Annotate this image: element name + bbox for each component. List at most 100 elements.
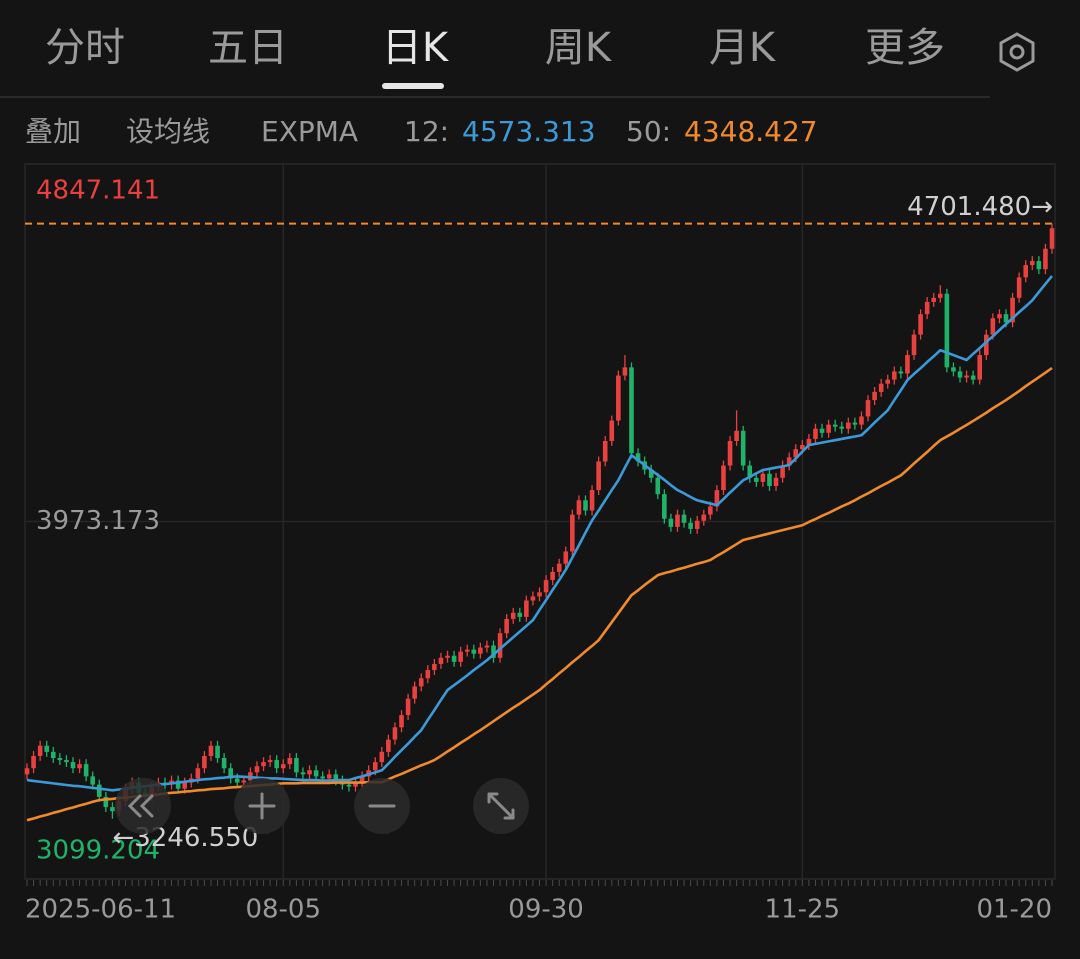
settings-icon[interactable] xyxy=(999,32,1035,72)
candle-body xyxy=(813,428,818,439)
x-tick-label: 01-20 xyxy=(976,895,1052,925)
candle-body xyxy=(228,768,233,779)
candle-body xyxy=(64,760,69,763)
tab[interactable]: 分时 xyxy=(45,25,125,71)
candle-body xyxy=(622,367,628,376)
candle-body xyxy=(708,506,713,515)
candle-body xyxy=(668,518,674,527)
candle-body xyxy=(57,758,63,761)
candle-body xyxy=(662,494,667,519)
candle-body xyxy=(714,490,720,507)
candle-body xyxy=(31,755,36,769)
candle-body xyxy=(491,645,496,658)
candle-body xyxy=(300,772,306,775)
candle-body xyxy=(839,426,845,429)
candle-body xyxy=(50,751,56,759)
candle-body xyxy=(195,768,201,779)
candle-body xyxy=(497,633,503,658)
y-tick-label: 3099.204 xyxy=(36,836,160,866)
toolbar-item: EXPMA xyxy=(261,115,358,148)
candle-body xyxy=(484,645,490,648)
ema-line xyxy=(26,366,1053,822)
candle-body xyxy=(800,445,805,450)
candle-body xyxy=(530,596,536,601)
candle-body xyxy=(583,500,588,511)
candle-body xyxy=(931,297,937,302)
candle-body xyxy=(24,768,30,775)
candle-body xyxy=(951,367,956,372)
candle-body xyxy=(635,453,641,462)
candle-body xyxy=(346,784,352,787)
toolbar: 叠加 设均线 EXPMA 12: 4573.313 50: 4348.427 xyxy=(25,115,818,148)
zoom-in-button[interactable] xyxy=(234,778,290,834)
tab[interactable]: 更多 xyxy=(865,25,945,71)
tab[interactable]: 日K xyxy=(382,25,450,71)
candle-body xyxy=(405,698,411,716)
candle-body xyxy=(464,649,470,652)
candle-body xyxy=(90,776,96,785)
candle-body xyxy=(471,649,477,654)
candle-body xyxy=(990,318,996,335)
candle-body xyxy=(326,774,332,779)
high-label: 4701.480→ xyxy=(907,192,1053,222)
candle-body xyxy=(1016,277,1022,298)
candle-body xyxy=(563,551,569,564)
candle-body xyxy=(681,514,687,523)
candle-body xyxy=(997,314,1002,319)
legend-value: 4348.427 xyxy=(684,115,818,148)
candle-body xyxy=(918,314,923,335)
candle-body xyxy=(780,465,785,478)
candle-body xyxy=(77,764,82,769)
scroll-left-button[interactable] xyxy=(115,778,171,834)
candle-body xyxy=(1043,248,1048,270)
tab[interactable]: 月K xyxy=(709,25,777,71)
candle-body xyxy=(445,655,450,658)
x-tick-label: 11-25 xyxy=(765,895,841,925)
candle-body xyxy=(537,592,542,597)
candle-body xyxy=(898,371,904,374)
tab-bar: 分时 五日 日K 周K 月K 更多 xyxy=(45,25,945,71)
candle-body xyxy=(1010,297,1015,323)
candle-body xyxy=(885,379,891,384)
candle-body xyxy=(806,438,812,446)
candle-body xyxy=(379,751,385,763)
candle-body xyxy=(399,715,404,728)
tab[interactable]: 周K xyxy=(545,25,613,71)
candle-body xyxy=(412,686,417,699)
candle-body xyxy=(307,770,312,775)
candle-body xyxy=(786,457,792,466)
toolbar-item[interactable]: 设均线 xyxy=(126,115,210,148)
candle-body xyxy=(767,473,772,486)
candle-body xyxy=(83,764,89,777)
toolbar-item[interactable]: 叠加 xyxy=(25,115,81,148)
candle-body xyxy=(175,780,181,789)
candle-body xyxy=(964,375,969,378)
candle-body xyxy=(773,477,779,486)
candle-body xyxy=(846,422,851,429)
candle-body xyxy=(655,477,661,495)
candle-body xyxy=(688,522,693,529)
candle-body xyxy=(103,796,109,808)
candle-body xyxy=(202,755,207,769)
candle-body xyxy=(425,670,431,679)
candle-body xyxy=(110,807,115,812)
candle-body xyxy=(320,776,325,779)
candle-body xyxy=(524,600,529,617)
fullscreen-button[interactable] xyxy=(473,778,529,834)
zoom-out-button[interactable] xyxy=(354,778,410,834)
y-tick-label: 3973.173 xyxy=(36,506,160,536)
candle-body xyxy=(970,375,976,380)
candle-body xyxy=(596,461,601,491)
x-tick-label: 08-05 xyxy=(245,895,321,925)
candle-body xyxy=(570,514,575,552)
candle-body xyxy=(504,618,509,634)
legend-value: 4573.313 xyxy=(462,115,596,148)
candle-body xyxy=(616,375,621,421)
tab[interactable]: 五日 xyxy=(208,25,288,71)
candle-body xyxy=(208,745,214,756)
candle-body xyxy=(510,612,516,619)
y-tick-label: 4847.141 xyxy=(36,176,160,206)
candle-body xyxy=(760,473,766,482)
